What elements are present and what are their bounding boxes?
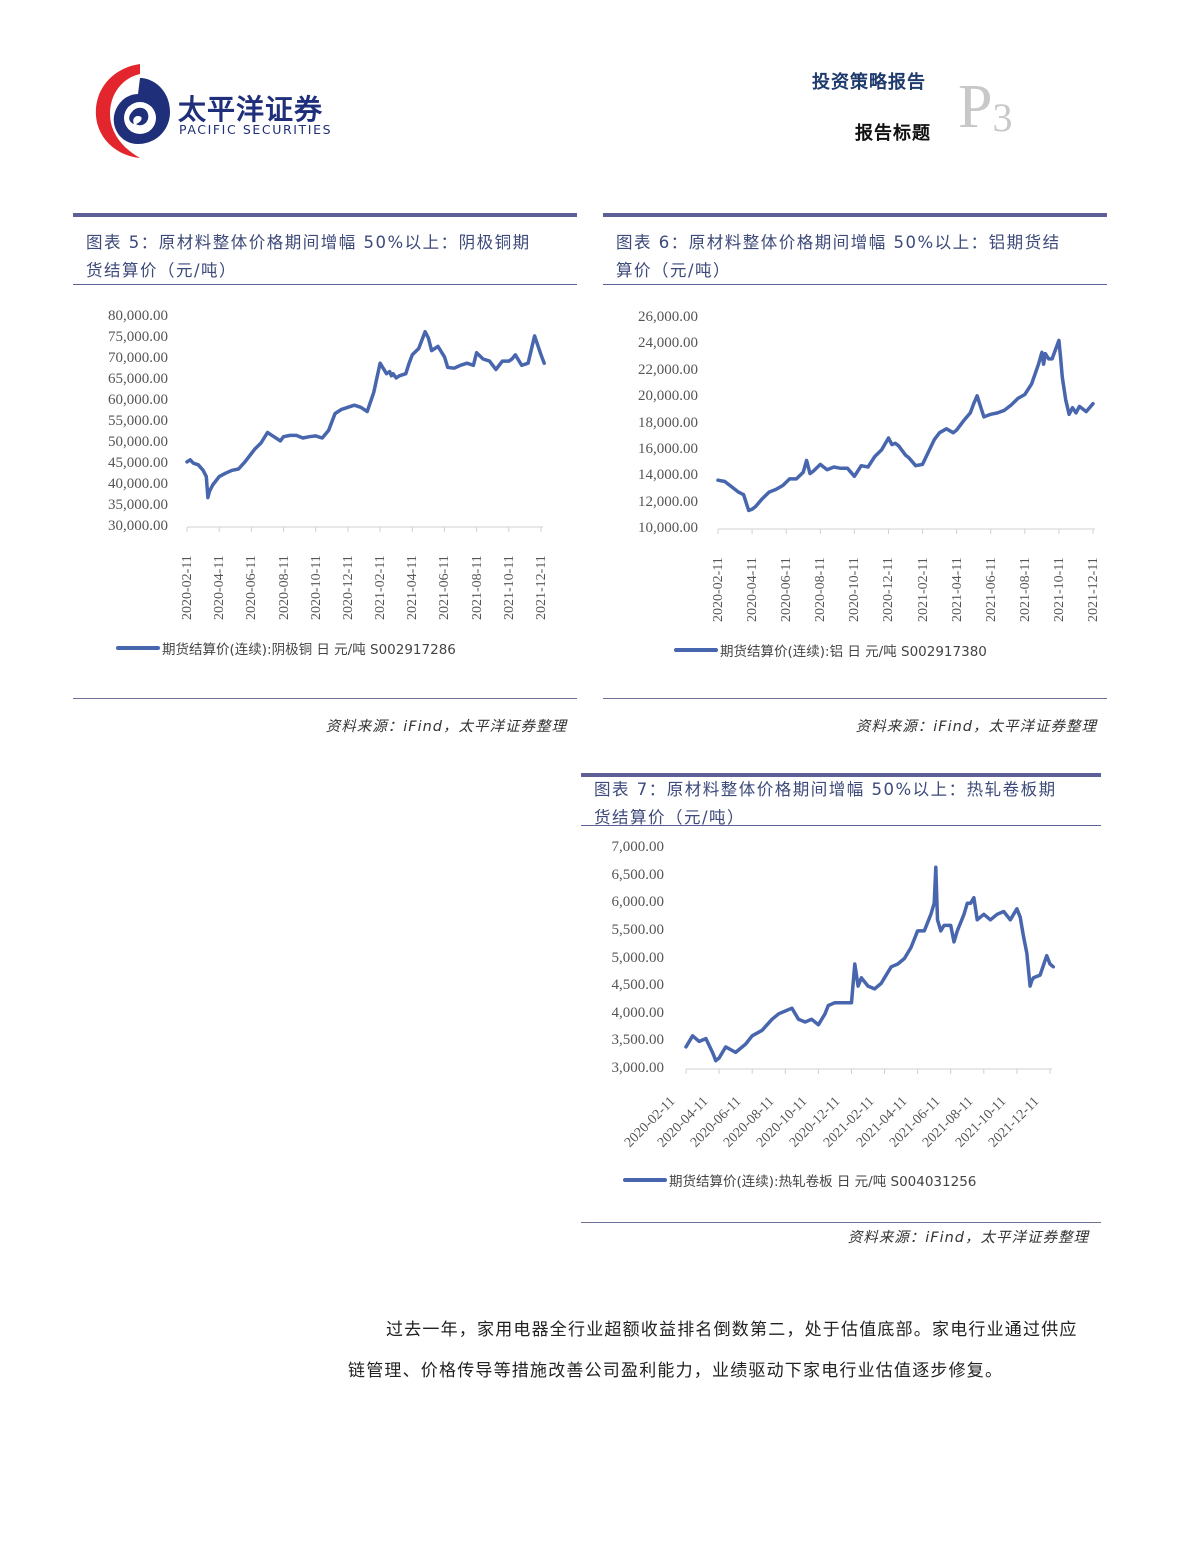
y-tick-label: 5,000.00	[611, 949, 665, 966]
y-tick-label: 45,000.00	[108, 455, 168, 471]
y-tick-label: 5,500.00	[611, 921, 665, 938]
figure-title-line2: 货结算价（元/吨）	[594, 808, 746, 827]
figure-title-rule	[603, 284, 1107, 285]
series-line	[684, 865, 1056, 1063]
y-tick-label: 24,000.00	[638, 335, 698, 352]
series-line	[185, 329, 546, 500]
y-tick-label: 80,000.00	[108, 308, 168, 324]
figure-title: 图表 7：原材料整体价格期间增幅 50%以上：热轧卷板期 货结算价（元/吨）	[594, 776, 1099, 832]
y-tick-label: 55,000.00	[108, 413, 168, 429]
figure-title-line1: 图表 6：原材料整体价格期间增幅 50%以上：铝期货结	[616, 233, 1061, 252]
y-tick-label: 7,000.00	[611, 839, 665, 855]
figure-top-rule	[73, 213, 577, 217]
figure-title: 图表 5：原材料整体价格期间增幅 50%以上：阴极铜期 货结算价（元/吨）	[86, 229, 576, 285]
y-tick-label: 40,000.00	[108, 476, 168, 492]
figure-source: 资料来源：iFind，太平洋证券整理	[855, 719, 1097, 735]
chart-legend: 期货结算价(连续):热轧卷板 日 元/吨 S004031256	[623, 1170, 976, 1190]
y-tick-label: 3,000.00	[611, 1060, 665, 1076]
logo-mark-icon	[95, 64, 170, 158]
y-tick-label: 16,000.00	[638, 440, 698, 457]
figure-7: 图表 7：原材料整体价格期间增幅 50%以上：热轧卷板期 货结算价（元/吨） 资…	[581, 773, 1101, 1253]
y-tick-label: 22,000.00	[638, 361, 698, 378]
series-line	[716, 338, 1095, 513]
y-tick-label: 65,000.00	[108, 371, 168, 387]
y-tick-label: 10,000.00	[638, 520, 698, 536]
figure-bottom-rule	[603, 698, 1107, 699]
figure-5: 图表 5：原材料整体价格期间增幅 50%以上：阴极铜期 货结算价（元/吨） 资料…	[73, 213, 577, 743]
y-tick-label: 6,000.00	[611, 894, 665, 911]
y-tick-label: 50,000.00	[108, 434, 168, 450]
legend-label: 期货结算价(连续):铝 日 元/吨 S002917380	[720, 644, 987, 660]
logo-text-en: PACIFIC SECURITIES	[179, 122, 333, 137]
logo-text-cn: 太平洋证券	[178, 93, 324, 126]
body-paragraph: 过去一年，家用电器全行业超额收益排名倒数第二，处于估值底部。家电行业通过供应链管…	[348, 1320, 1078, 1381]
figure-title-line2: 货结算价（元/吨）	[86, 261, 238, 280]
y-tick-label: 75,000.00	[108, 329, 168, 345]
figure-title: 图表 6：原材料整体价格期间增幅 50%以上：铝期货结 算价（元/吨）	[616, 229, 1106, 285]
chart-legend: 期货结算价(连续):阴极铜 日 元/吨 S002917286	[116, 638, 456, 658]
figure-title-rule	[73, 284, 577, 285]
y-tick-label: 26,000.00	[638, 309, 698, 325]
report-type: 投资策略报告	[812, 72, 926, 93]
page-number: P3	[958, 76, 1012, 138]
y-tick-label: 4,000.00	[611, 1004, 665, 1021]
y-tick-label: 30,000.00	[108, 518, 168, 534]
figure-bottom-rule	[73, 698, 577, 699]
y-tick-label: 12,000.00	[638, 493, 698, 510]
figure-title-line1: 图表 7：原材料整体价格期间增幅 50%以上：热轧卷板期	[594, 780, 1057, 799]
legend-line-swatch-icon	[674, 648, 718, 652]
y-tick-label: 20,000.00	[638, 388, 698, 405]
y-tick-label: 35,000.00	[108, 497, 168, 513]
figure-source: 资料来源：iFind，太平洋证券整理	[847, 1230, 1089, 1246]
figure-title-line1: 图表 5：原材料整体价格期间增幅 50%以上：阴极铜期	[86, 233, 531, 252]
y-tick-label: 60,000.00	[108, 392, 168, 408]
legend-label: 期货结算价(连续):热轧卷板 日 元/吨 S004031256	[669, 1174, 977, 1190]
y-tick-label: 3,500.00	[611, 1032, 665, 1049]
figure-title-line2: 算价（元/吨）	[616, 261, 732, 280]
y-tick-label: 18,000.00	[638, 414, 698, 431]
chart-legend: 期货结算价(连续):铝 日 元/吨 S002917380	[674, 640, 987, 660]
legend-line-swatch-icon	[623, 1178, 667, 1182]
y-tick-label: 4,500.00	[611, 977, 665, 994]
legend-label: 期货结算价(连续):阴极铜 日 元/吨 S002917286	[162, 642, 456, 658]
company-logo	[92, 60, 332, 160]
y-tick-label: 6,500.00	[611, 866, 665, 883]
figure-bottom-rule	[581, 1222, 1101, 1223]
figure-title-rule	[581, 825, 1101, 826]
y-tick-label: 14,000.00	[638, 467, 698, 484]
figure-6: 图表 6：原材料整体价格期间增幅 50%以上：铝期货结 算价（元/吨） 资料来源…	[603, 213, 1107, 743]
figure-source: 资料来源：iFind，太平洋证券整理	[325, 719, 567, 735]
figure-top-rule	[603, 213, 1107, 217]
page-number-value: 3	[992, 95, 1013, 140]
figure-top-rule	[581, 773, 1101, 777]
report-title: 报告标题	[855, 123, 931, 144]
legend-line-swatch-icon	[116, 646, 160, 650]
y-tick-label: 70,000.00	[108, 350, 168, 366]
page-prefix: P	[958, 73, 993, 141]
